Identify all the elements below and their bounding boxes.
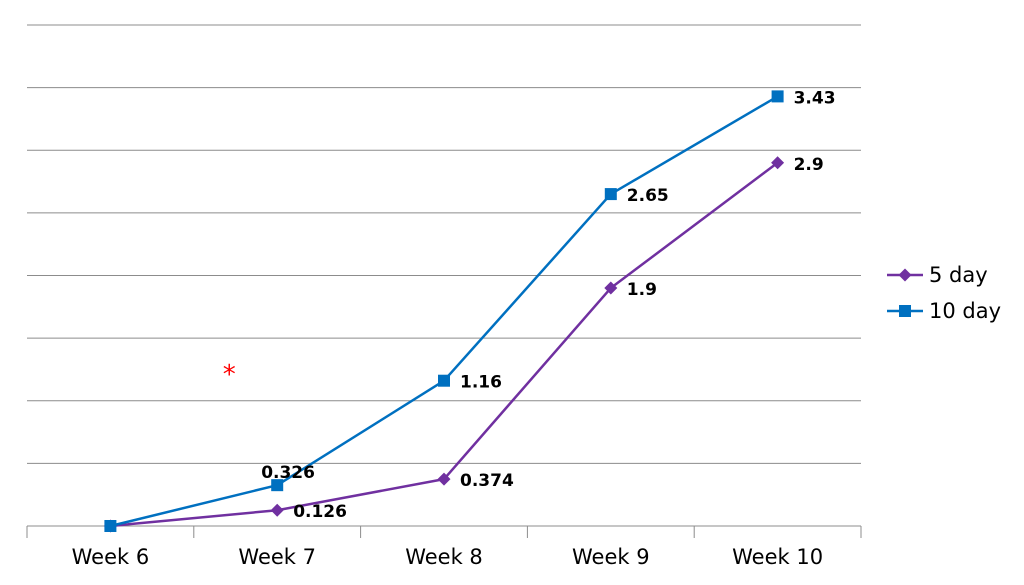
data-point	[271, 479, 284, 492]
annotations: *	[223, 360, 236, 390]
data-label: 0.374	[460, 471, 514, 491]
x-axis: Week 6 Week 7 Week 8 Week 9 Week 10	[26, 525, 862, 569]
legend: 5 day 10 day	[887, 263, 1001, 323]
data-labels: 0.126 0.374 1.9 2.9 0.326 1.16 2.65 3.43	[261, 88, 835, 522]
legend-marker	[898, 268, 912, 282]
data-point	[104, 520, 117, 532]
series-line	[110, 95, 779, 528]
data-label: 2.65	[627, 186, 669, 206]
data-point	[771, 156, 785, 170]
x-tick-label: Week 10	[732, 545, 823, 569]
data-label: 2.9	[794, 155, 824, 175]
data-point	[604, 281, 618, 295]
data-label: 0.326	[261, 463, 315, 483]
legend-marker	[899, 305, 911, 317]
legend-label: 10 day	[929, 299, 1001, 323]
x-tick-label: Week 9	[572, 545, 650, 569]
significance-asterisk: *	[223, 360, 236, 390]
x-tick-label: Week 7	[238, 545, 316, 569]
data-point	[437, 472, 451, 486]
data-label: 3.43	[794, 88, 836, 108]
data-point	[270, 503, 284, 517]
data-point	[771, 90, 784, 103]
data-label: 1.16	[460, 373, 502, 393]
x-tick-label: Week 6	[72, 545, 150, 569]
series	[103, 90, 785, 533]
data-point	[438, 374, 450, 387]
data-label: 0.126	[293, 502, 347, 522]
gridlines	[27, 24, 861, 464]
data-label: 1.9	[627, 280, 657, 300]
data-point	[604, 188, 617, 201]
x-tick-label: Week 8	[405, 545, 483, 569]
series-line	[110, 161, 779, 528]
legend-label: 5 day	[929, 263, 988, 287]
